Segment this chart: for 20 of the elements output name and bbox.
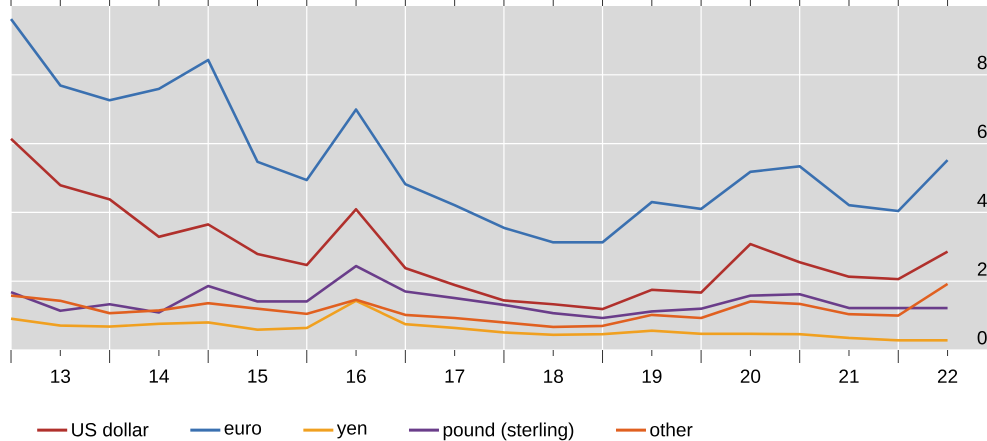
y-tick-label: 6 [978,124,987,138]
legend-label: US dollar [72,422,148,436]
y-tick-label: 8 [978,56,987,70]
x-tick-label: 21 [839,370,859,383]
x-tick-label: 19 [642,370,662,383]
x-tick-label: 18 [544,370,563,383]
y-tick-label: 4 [977,194,987,207]
x-tick-label: 15 [248,370,268,383]
legend-label: other [650,422,692,436]
legend-label: pound (sterling) [444,422,574,440]
x-tick-label: 20 [740,370,760,383]
y-tick-label: 2 [978,262,987,276]
legend-label: yen [336,424,366,438]
x-tick-label: 16 [346,370,366,383]
x-tick-label: 17 [446,370,464,383]
x-tick-label: 14 [150,370,169,383]
y-tick-label: 0 [978,331,987,344]
x-tick-label: 13 [51,370,70,383]
x-tick-label: 22 [938,370,958,383]
legend-label: euro [224,424,262,435]
